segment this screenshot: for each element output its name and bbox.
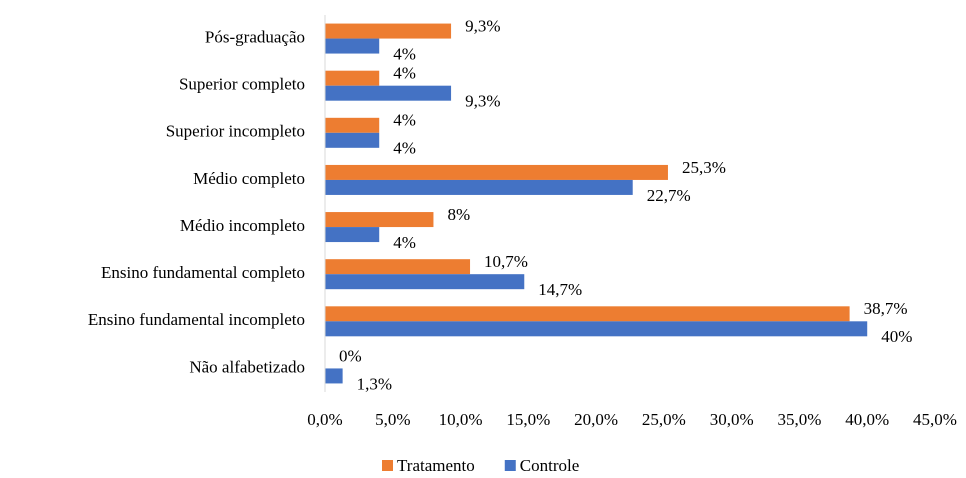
legend-swatch [382, 460, 393, 471]
bar [325, 38, 380, 54]
bar [325, 227, 380, 243]
data-label: 9,3% [465, 16, 500, 35]
x-tick-label: 20,0% [574, 410, 618, 429]
bar [325, 306, 850, 322]
x-tick-label: 10,0% [439, 410, 483, 429]
bar [325, 164, 668, 180]
bar [325, 212, 434, 228]
data-label: 0% [339, 346, 362, 365]
x-tick-label: 0,0% [307, 410, 342, 429]
bar [325, 23, 452, 39]
data-label: 8% [447, 205, 470, 224]
legend-label: Controle [520, 456, 580, 475]
data-label: 38,7% [864, 299, 908, 318]
data-label: 40% [881, 327, 912, 346]
y-tick-label: Ensino fundamental incompleto [88, 310, 305, 329]
x-tick-label: 35,0% [777, 410, 821, 429]
y-tick-label: Superior incompleto [166, 122, 305, 141]
y-tick-label: Ensino fundamental completo [101, 263, 305, 282]
bar [325, 274, 525, 290]
bar [325, 179, 633, 195]
data-label: 4% [393, 111, 416, 130]
data-label: 4% [393, 233, 416, 252]
legend-label: Tratamento [397, 456, 475, 475]
data-label: 22,7% [647, 186, 691, 205]
data-label: 1,3% [357, 374, 392, 393]
data-label: 4% [393, 64, 416, 83]
data-label: 10,7% [484, 252, 528, 271]
data-label: 14,7% [538, 280, 582, 299]
bar [325, 117, 380, 133]
bar [325, 70, 380, 86]
y-tick-label: Médio incompleto [180, 216, 305, 235]
x-tick-label: 45,0% [913, 410, 957, 429]
bar [325, 368, 343, 384]
y-tick-label: Não alfabetizado [189, 357, 305, 376]
bar [325, 132, 380, 148]
data-label: 4% [393, 44, 416, 63]
x-tick-label: 30,0% [710, 410, 754, 429]
y-tick-label: Pós-graduação [205, 27, 305, 46]
x-tick-label: 40,0% [845, 410, 889, 429]
x-tick-label: 15,0% [506, 410, 550, 429]
bar [325, 321, 868, 337]
data-label: 4% [393, 139, 416, 158]
data-label: 25,3% [682, 158, 726, 177]
x-tick-label: 5,0% [375, 410, 410, 429]
y-tick-label: Médio completo [193, 169, 305, 188]
x-tick-label: 25,0% [642, 410, 686, 429]
data-label: 9,3% [465, 92, 500, 111]
y-tick-label: Superior completo [179, 75, 305, 94]
bar [325, 85, 452, 101]
bar [325, 259, 471, 275]
legend-swatch [504, 460, 516, 471]
